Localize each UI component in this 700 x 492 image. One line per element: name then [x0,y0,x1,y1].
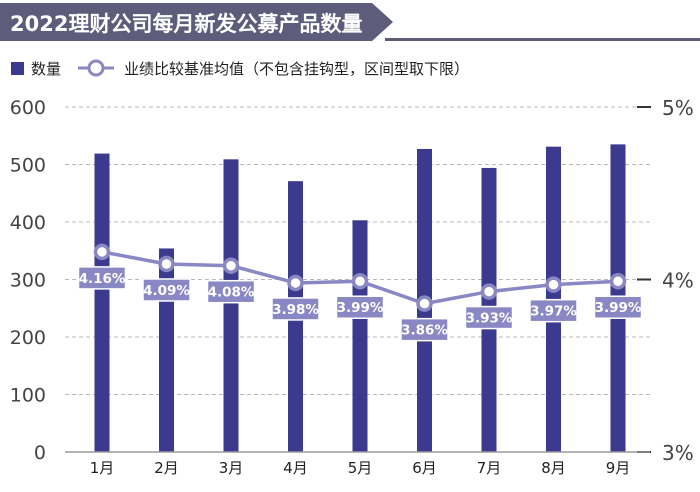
data-label-box [271,297,320,321]
line-layer: 4.16% 4.09% 4.08% 3.98% 3.99% 3.86% 3.93% 3.97%… [77,243,643,342]
data-label: 3.97% [530,304,577,320]
data-label-box [335,295,385,319]
line-marker [416,295,433,312]
line-marker [545,276,562,293]
x-tick-label: 8月 [541,459,566,477]
x-tick-label: 4月 [283,459,308,477]
data-label-box [206,279,256,304]
data-label-box [142,278,191,302]
title-rule [385,38,700,41]
data-label-box [529,298,578,323]
y-left-tick-label: 100 [10,385,46,407]
data-label-box [400,317,449,342]
line-marker [609,272,627,290]
data-label: 3.99% [337,300,384,316]
y-left-tick-label: 200 [10,327,46,349]
x-tick-label: 9月 [606,459,631,477]
y-right-tick-label: 5% [662,96,694,120]
data-label: 3.99% [595,300,642,316]
bar [352,220,368,452]
title-bar [0,3,393,41]
line-marker [287,274,304,292]
x-tick-label: 7月 [477,459,502,477]
legend-line-marker [87,59,105,77]
chart-title: 2022理财公司每月新发公募产品数量 [10,12,362,36]
data-label: 3.93% [466,311,513,327]
data-label: 4.16% [79,271,126,287]
line-marker [480,283,498,300]
data-label-box [593,295,643,319]
y-left-tick-label: 0 [34,442,46,464]
data-label: 3.98% [272,302,319,318]
legend: 数量 业绩比较基准均值（不包含挂钩型，区间型取下限） [11,59,469,78]
title-banner: 2022理财公司每月新发公募产品数量 [0,3,700,41]
data-label: 4.08% [208,285,255,301]
y-left-tick-label: 600 [10,97,46,119]
bar [94,153,110,452]
x-tick-label: 6月 [412,459,437,477]
line-marker [93,243,111,261]
y-left-tick-label: 500 [10,155,46,177]
y-right-tick-label: 4% [662,269,694,293]
y-left-tick-label: 400 [10,212,46,234]
x-tick-label: 5月 [348,459,373,477]
data-label-box [464,305,514,330]
x-tick-label: 1月 [90,459,115,477]
legend-bar-label: 数量 [31,60,61,78]
x-tick-label: 3月 [219,459,244,477]
y-right-tick-label: 3% [662,441,694,465]
line-marker [222,257,240,274]
x-tick-label: 2月 [154,459,179,477]
y-left-tick-label: 300 [10,270,46,292]
line-marker [158,255,175,273]
data-label: 4.09% [143,283,190,299]
legend-bar-swatch [11,62,24,75]
axis-layer: 0 100 200 300 400 500 600 3% 4% 5% 1月 2月 3月 4月 5月 6月 7月 8… [10,96,694,477]
legend-line-label: 业绩比较基准均值（不包含挂钩型，区间型取下限） [124,60,469,78]
data-label-box [77,266,127,290]
data-label: 3.86% [401,323,448,339]
bar [223,159,239,452]
line-marker [351,272,369,290]
